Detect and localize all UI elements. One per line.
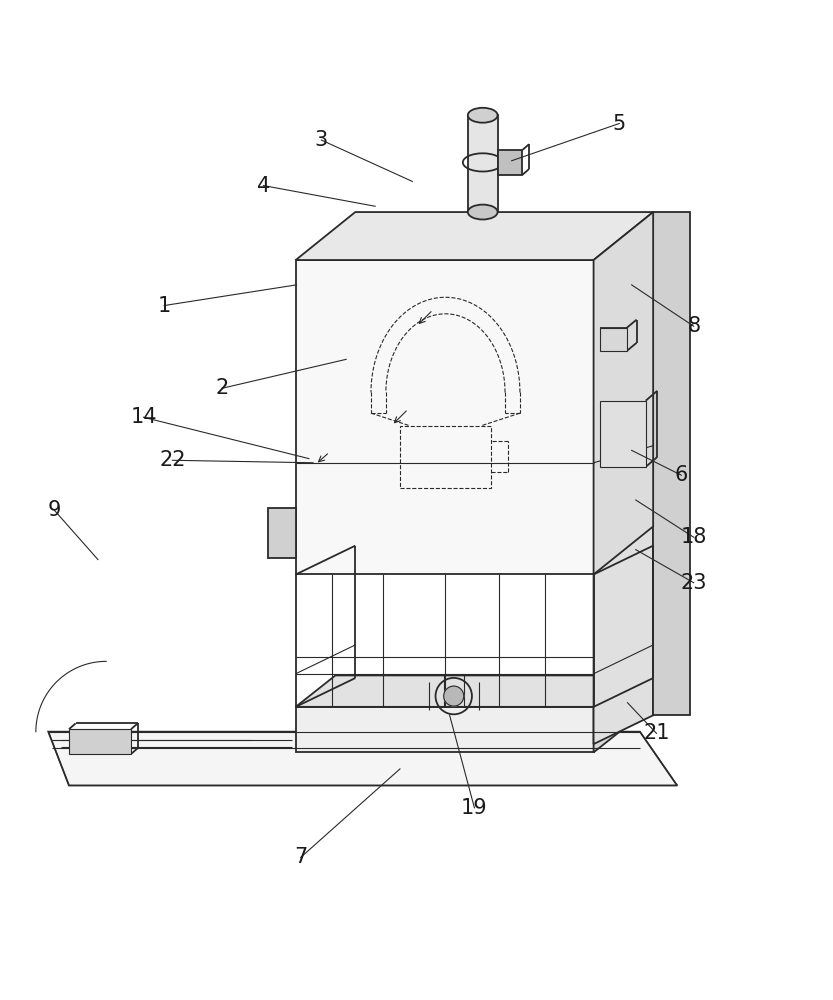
Ellipse shape — [468, 108, 497, 123]
Text: 19: 19 — [461, 798, 488, 818]
Bar — [400, 426, 491, 488]
Bar — [601, 401, 646, 467]
Text: 1: 1 — [157, 296, 171, 316]
Polygon shape — [653, 212, 691, 715]
Text: 5: 5 — [612, 114, 626, 134]
Polygon shape — [296, 212, 653, 260]
Text: 2: 2 — [216, 378, 229, 398]
Text: 6: 6 — [675, 465, 688, 485]
Bar — [267, 508, 296, 558]
Text: 7: 7 — [294, 847, 307, 867]
Text: 14: 14 — [130, 407, 157, 427]
Text: 21: 21 — [643, 723, 670, 743]
Polygon shape — [594, 675, 633, 752]
Text: 9: 9 — [47, 500, 61, 520]
Bar — [468, 115, 497, 212]
Bar — [601, 328, 626, 351]
Polygon shape — [48, 732, 677, 785]
Polygon shape — [594, 231, 653, 744]
Text: 8: 8 — [687, 316, 701, 336]
Text: 4: 4 — [257, 176, 270, 196]
Ellipse shape — [468, 205, 497, 219]
Text: 3: 3 — [315, 130, 328, 150]
Text: 23: 23 — [681, 573, 707, 593]
Polygon shape — [296, 675, 633, 707]
Bar — [69, 729, 131, 754]
Text: 18: 18 — [681, 527, 707, 547]
Polygon shape — [594, 212, 653, 574]
Bar — [497, 150, 522, 175]
Circle shape — [444, 686, 464, 706]
Polygon shape — [296, 707, 594, 752]
Text: 22: 22 — [159, 450, 186, 470]
Polygon shape — [296, 260, 594, 574]
